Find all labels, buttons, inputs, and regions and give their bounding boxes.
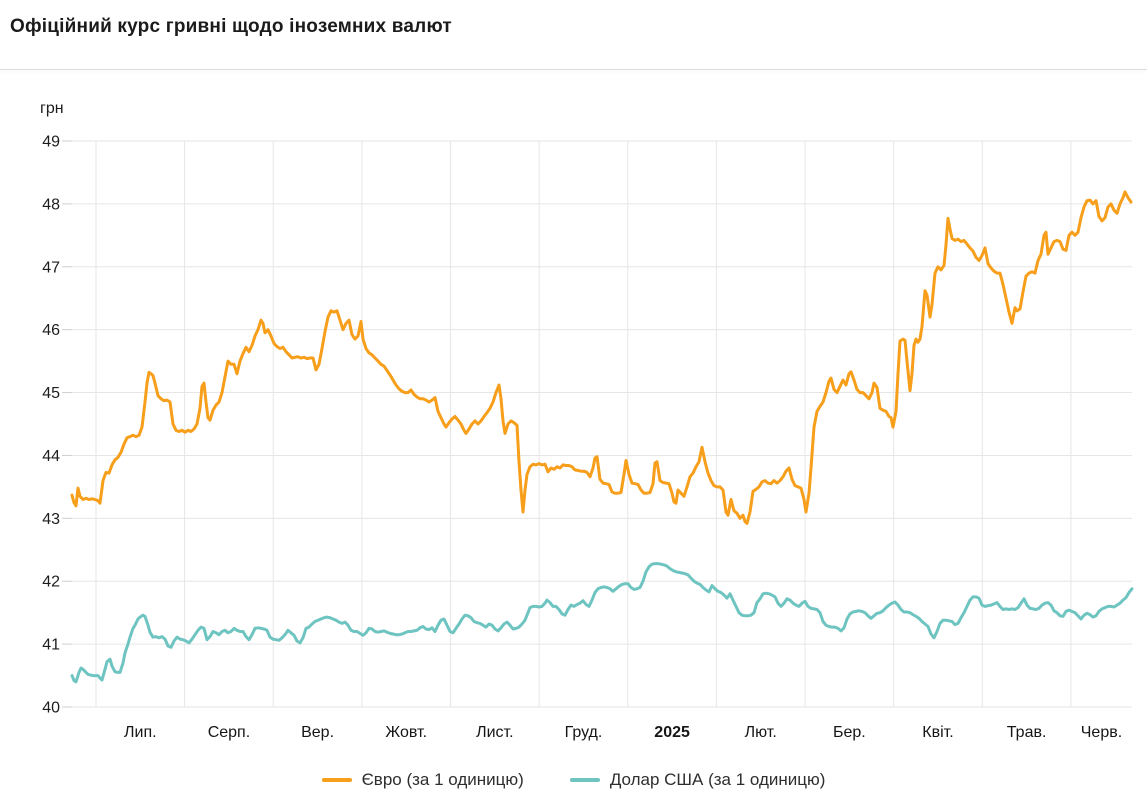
legend-item-usd[interactable]: Долар США (за 1 одиницю) [569, 770, 826, 790]
x-tick-label: Квіт. [922, 724, 953, 741]
x-tick-label: Лют. [745, 724, 777, 741]
exchange-rate-chart[interactable]: 40 41 42 43 44 45 46 47 48 49 Лип. Серп. Вер. Жовт. Ли… [0, 0, 1147, 760]
x-tick-label: Лист. [476, 724, 513, 741]
legend: Євро (за 1 одиницю) Долар США (за 1 один… [0, 770, 1147, 790]
x-tick-label: Лип. [124, 724, 157, 741]
y-tick-label: 41 [42, 637, 60, 654]
y-tick-label: 49 [42, 134, 60, 151]
y-tick-label: 45 [42, 385, 60, 402]
y-tick-label: 42 [42, 574, 60, 591]
x-tick-label: Трав. [1007, 724, 1047, 741]
legend-item-euro[interactable]: Євро (за 1 одиницю) [321, 770, 524, 790]
y-tick-label: 44 [42, 448, 60, 465]
x-tick-label: Бер. [833, 724, 866, 741]
page-title: Офіційний курс гривні щодо іноземних вал… [10, 16, 452, 37]
y-tick-label: 47 [42, 259, 60, 276]
usd-line-swatch [569, 778, 600, 782]
x-tick-label: Черв. [1081, 724, 1122, 741]
title-divider [0, 69, 1147, 70]
legend-label-usd: Долар США (за 1 одиницю) [609, 770, 826, 789]
y-tick-label: 43 [42, 511, 60, 528]
y-tick-label: 40 [42, 700, 60, 717]
x-tick-label: Груд. [565, 724, 603, 741]
y-tick-label: 46 [42, 322, 60, 339]
euro-line-swatch [321, 778, 352, 782]
y-tick-label: 48 [42, 196, 60, 213]
y-axis-unit-label: грн [40, 100, 64, 117]
series-line-euro[interactable] [70, 190, 1133, 525]
legend-label-euro: Євро (за 1 одиницю) [361, 770, 524, 789]
x-tick-label: Серп. [208, 724, 250, 741]
series-line-usd[interactable] [70, 562, 1134, 684]
x-tick-label: Жовт. [385, 724, 427, 741]
x-tick-label: Вер. [301, 724, 334, 741]
x-tick-label: 2025 [654, 724, 690, 741]
